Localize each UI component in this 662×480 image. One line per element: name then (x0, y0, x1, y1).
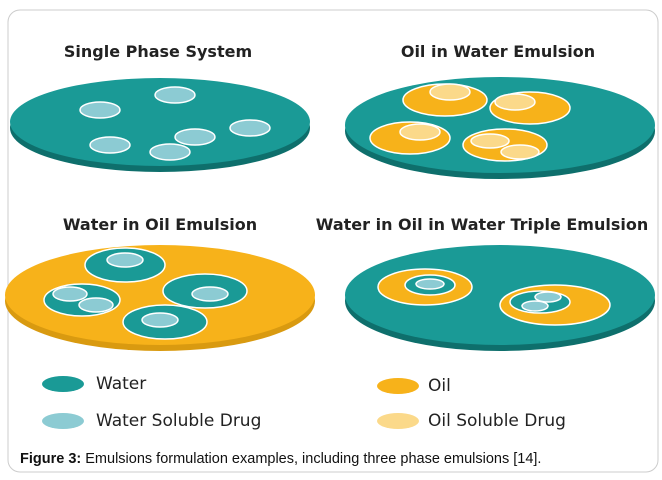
caption-label: Figure 3: (20, 451, 81, 467)
panel-title: Water in Oil in Water Triple Emulsion (316, 215, 648, 234)
legend-label: Oil Soluble Drug (428, 411, 566, 431)
legend-swatch (42, 376, 84, 392)
caption-text: Emulsions formulation examples, includin… (85, 451, 541, 467)
legend-label: Water Soluble Drug (96, 411, 261, 431)
legend-swatch (42, 413, 84, 429)
panel-title: Single Phase System (64, 42, 252, 61)
triple-emulsion-disk (345, 245, 655, 351)
water-in-oil-disk (5, 245, 315, 351)
oil-in-water-disk (345, 77, 655, 179)
figure: Single Phase System Oil in Water Emulsio… (0, 0, 662, 480)
legend-label: Water (96, 374, 146, 394)
panel-title: Oil in Water Emulsion (401, 42, 595, 61)
caption: Figure 3: Emulsions formulation examples… (20, 451, 541, 467)
legend-swatch (377, 413, 419, 429)
single-phase-disk (10, 78, 310, 172)
legend-swatch (377, 378, 419, 394)
panel-title: Water in Oil Emulsion (63, 215, 257, 234)
page: Single Phase System Oil in Water Emulsio… (0, 0, 662, 480)
frame (8, 10, 658, 472)
legend-label: Oil (428, 376, 451, 396)
